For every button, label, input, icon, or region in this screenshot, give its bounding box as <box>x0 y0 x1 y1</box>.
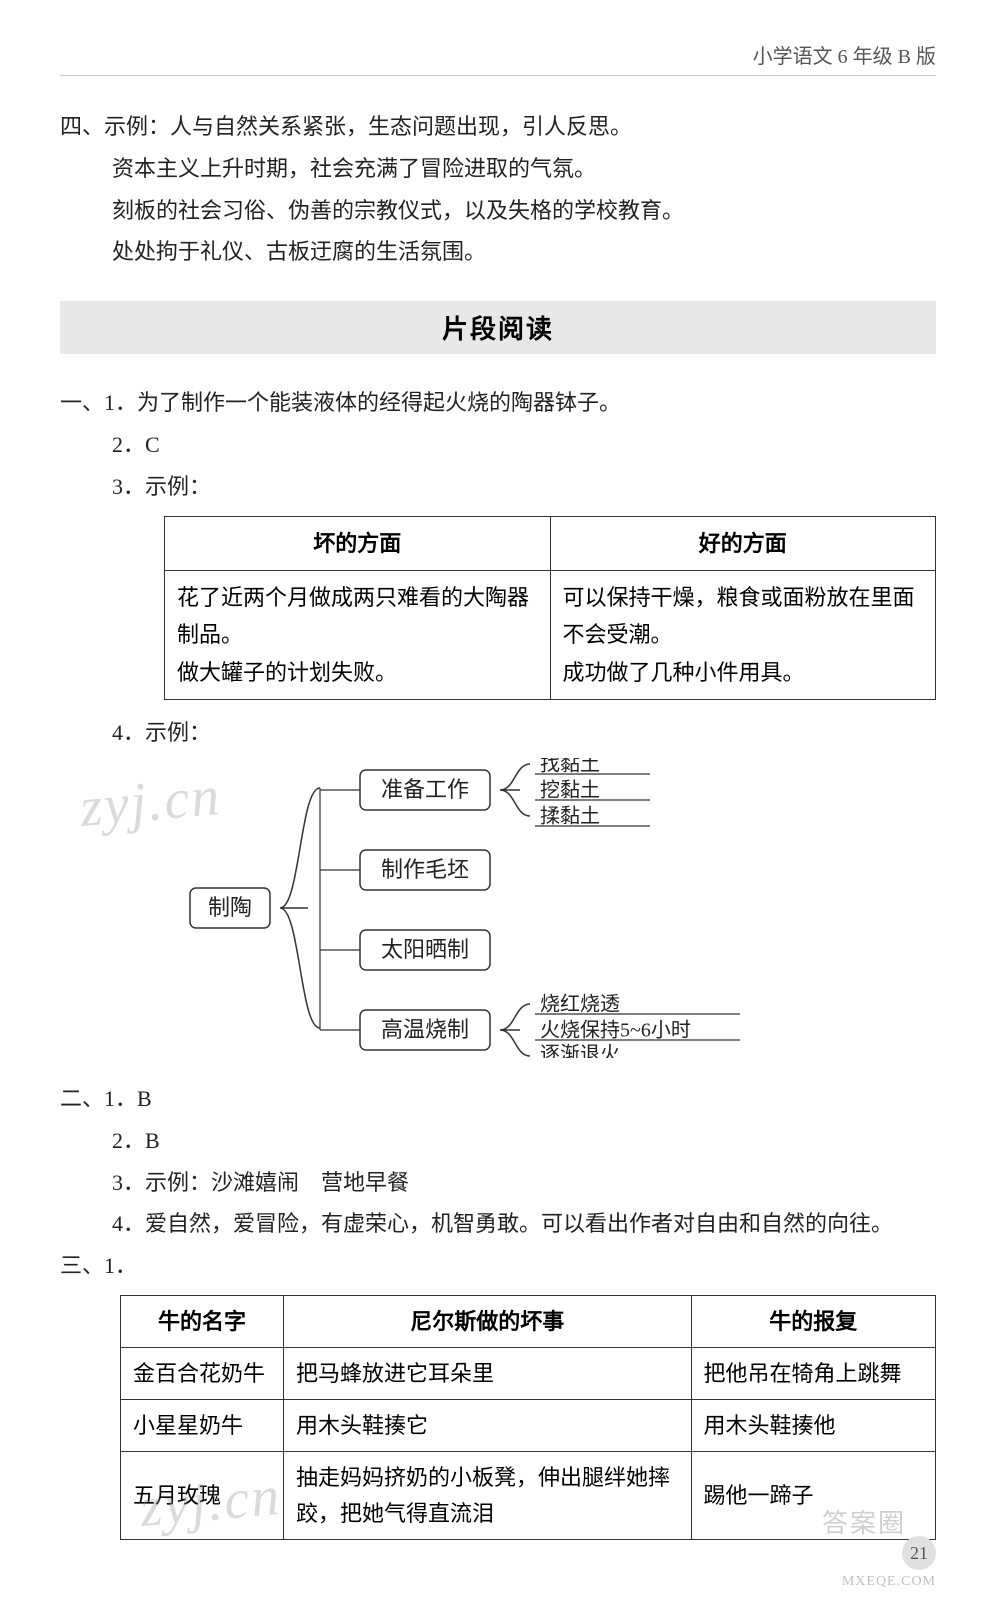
sec4-l1: 资本主义上升时期，社会充满了冒险进取的气氛。 <box>60 148 936 190</box>
table-row: 花了近两个月做成两只难看的大陶器制品。 做大罐子的计划失败。 可以保持干燥，粮食… <box>165 570 936 699</box>
q1-4: 4．示例： <box>60 712 936 754</box>
child-text-2: 太阳晒制 <box>381 937 469 962</box>
sec4-label: 四、示例： <box>60 114 170 139</box>
leaf-text: 找黏土 <box>540 758 600 776</box>
q2-2: 2．B <box>60 1120 936 1162</box>
q2-3: 3．示例：沙滩嬉闹 营地早餐 <box>60 1162 936 1204</box>
cell: 用木头鞋揍他 <box>691 1400 936 1452</box>
cell: 金百合花奶牛 <box>121 1348 284 1400</box>
sec4-line1: 四、示例：人与自然关系紧张，生态问题出现，引人反思。 <box>60 106 936 148</box>
table-row: 牛的名字 尼尔斯做的坏事 牛的报复 <box>121 1295 936 1347</box>
cell: 用木头鞋揍它 <box>284 1400 692 1452</box>
contrast-table: 坏的方面 好的方面 花了近两个月做成两只难看的大陶器制品。 做大罐子的计划失败。… <box>164 516 936 701</box>
q1-3: 3．示例： <box>60 466 936 508</box>
q1-label: 一、 <box>60 390 104 415</box>
sec4-l0: 人与自然关系紧张，生态问题出现，引人反思。 <box>170 114 632 139</box>
page-number: 21 <box>902 1536 936 1570</box>
q1-i1: 1．为了制作一个能装液体的经得起火烧的陶器钵子。 <box>104 390 621 415</box>
cell-text: 做大罐子的计划失败。 <box>177 660 397 685</box>
child-text-0: 准备工作 <box>381 777 469 802</box>
th-bad: 坏的方面 <box>165 516 551 570</box>
sec4-l2: 刻板的社会习俗、伪善的宗教仪式，以及失格的学校教育。 <box>60 190 936 232</box>
child-text-3: 高温烧制 <box>381 1017 469 1042</box>
q2-i1: 1．B <box>104 1086 152 1111</box>
q1-2: 2．C <box>60 424 936 466</box>
cell: 抽走妈妈挤奶的小板凳，伸出腿绊她摔跤，把她气得直流泪 <box>284 1452 692 1539</box>
tree-svg: 制陶 准备工作 制作毛坯 太阳晒制 高温烧制 找黏土 挖黏土 揉 <box>180 758 940 1058</box>
leaf-text: 烧红烧透 <box>540 993 620 1016</box>
table-row: 坏的方面 好的方面 <box>165 516 936 570</box>
cell: 小星星奶牛 <box>121 1400 284 1452</box>
q3-label: 三、1． <box>60 1245 936 1287</box>
child-text-1: 制作毛坯 <box>381 857 469 882</box>
leaf-text: 挖黏土 <box>540 779 600 802</box>
sec4-l3: 处处拘于礼仪、古板迂腐的生活氛围。 <box>60 231 936 273</box>
th-bad: 尼尔斯做的坏事 <box>284 1295 692 1347</box>
th-revenge: 牛的报复 <box>691 1295 936 1347</box>
brace-prep <box>500 764 530 816</box>
td-bad-0: 花了近两个月做成两只难看的大陶器制品。 做大罐子的计划失败。 <box>165 570 551 699</box>
leaf-text: 火烧保持5~6小时 <box>540 1019 691 1042</box>
q2-label: 二、 <box>60 1086 104 1111</box>
section-title: 片段阅读 <box>60 301 936 354</box>
cell-text: 成功做了几种小件用具。 <box>563 660 805 685</box>
page: 小学语文 6 年级 B 版 四、示例：人与自然关系紧张，生态问题出现，引人反思。… <box>0 0 996 1600</box>
page-header: 小学语文 6 年级 B 版 <box>60 40 936 76</box>
tree-diagram: 制陶 准备工作 制作毛坯 太阳晒制 高温烧制 找黏土 挖黏土 揉 <box>180 758 936 1058</box>
td-good-0: 可以保持干燥，粮食或面粉放在里面不会受潮。 成功做了几种小件用具。 <box>550 570 936 699</box>
cell: 把马蜂放进它耳朵里 <box>284 1348 692 1400</box>
site-mark: MXEQE.COM <box>842 1574 936 1590</box>
cell-text: 可以保持干燥，粮食或面粉放在里面不会受潮。 <box>563 585 915 647</box>
table-row: 金百合花奶牛 把马蜂放进它耳朵里 把他吊在犄角上跳舞 <box>121 1348 936 1400</box>
brace-root <box>280 788 320 1028</box>
q2-4: 4．爱自然，爱冒险，有虚荣心，机智勇敢。可以看出作者对自由和自然的向往。 <box>60 1203 936 1245</box>
table-row: 五月玫瑰 抽走妈妈挤奶的小板凳，伸出腿绊她摔跤，把她气得直流泪 踢他一蹄子 <box>121 1452 936 1539</box>
cell: 把他吊在犄角上跳舞 <box>691 1348 936 1400</box>
cell: 五月玫瑰 <box>121 1452 284 1539</box>
q2-1: 二、1．B <box>60 1078 936 1120</box>
brace-fire <box>500 1004 530 1056</box>
leaf-text: 逐渐退火 <box>540 1043 620 1058</box>
cows-table: 牛的名字 尼尔斯做的坏事 牛的报复 金百合花奶牛 把马蜂放进它耳朵里 把他吊在犄… <box>120 1295 936 1540</box>
th-good: 好的方面 <box>550 516 936 570</box>
leaf-text: 揉黏土 <box>540 805 600 828</box>
cell-text: 花了近两个月做成两只难看的大陶器制品。 <box>177 585 529 647</box>
root-text: 制陶 <box>208 895 252 920</box>
table-row: 小星星奶牛 用木头鞋揍它 用木头鞋揍他 <box>121 1400 936 1452</box>
th-name: 牛的名字 <box>121 1295 284 1347</box>
answer-badge: 答案圈 <box>822 1503 906 1540</box>
q1-1: 一、1．为了制作一个能装液体的经得起火烧的陶器钵子。 <box>60 382 936 424</box>
